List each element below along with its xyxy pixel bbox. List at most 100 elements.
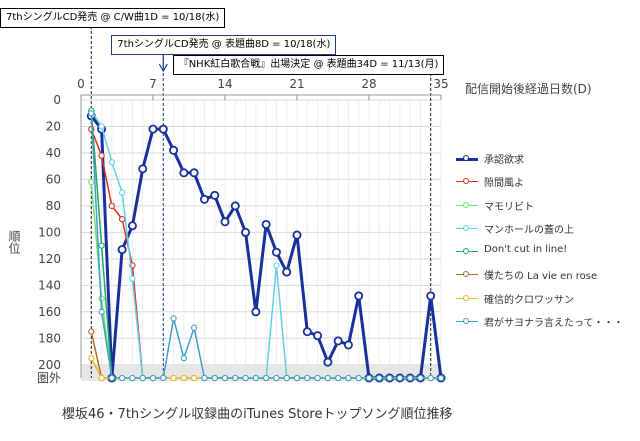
data-point <box>417 374 424 382</box>
data-point <box>314 374 321 382</box>
legend-item: 承認欲求 <box>456 150 636 173</box>
data-point <box>139 374 146 382</box>
data-point <box>232 374 239 382</box>
data-point <box>170 374 177 382</box>
data-point <box>149 374 157 382</box>
data-point <box>283 374 290 382</box>
data-point <box>118 215 126 223</box>
legend-label: 僕たちの La vie en rose <box>484 271 598 283</box>
legend-item: 君がサヨナラ言えたって・・・ <box>456 313 636 336</box>
x-tick-label: 21 <box>289 77 304 91</box>
data-point <box>343 340 353 350</box>
y-tick-label: 180 <box>38 331 61 345</box>
data-point <box>108 374 116 382</box>
data-point <box>273 374 280 382</box>
data-point <box>241 227 251 237</box>
data-point <box>210 190 220 200</box>
data-point <box>230 201 240 211</box>
annotation-box: 7thシングルCD発売 @ 表題曲8D = 10/18(水) <box>111 35 337 55</box>
data-point <box>170 315 177 322</box>
legend-swatch-marker <box>463 271 469 278</box>
data-point <box>427 374 434 382</box>
data-point <box>293 374 301 382</box>
annotation-arrow-head <box>158 63 168 73</box>
data-point <box>386 374 393 382</box>
legend-label: 確信的クロワッサン <box>484 294 574 306</box>
legend-swatch-marker <box>463 224 469 231</box>
legend-label: 隙間風よ <box>484 178 524 190</box>
data-point <box>118 189 126 196</box>
annotation-lines <box>90 26 432 378</box>
data-point <box>355 374 362 382</box>
data-point <box>98 123 105 130</box>
data-point <box>88 178 95 186</box>
annotation-box: 7thシングルCD発売 @ C/W曲1D = 10/18(水) <box>0 8 226 28</box>
data-point <box>98 308 105 315</box>
y-tick-label: 40 <box>46 146 61 160</box>
series-group <box>88 110 445 382</box>
data-point <box>345 374 352 382</box>
data-point <box>333 336 343 346</box>
y-tick-label: 80 <box>46 199 61 213</box>
data-point <box>169 145 179 155</box>
data-point <box>396 374 404 382</box>
legend-swatch-marker <box>463 318 469 325</box>
data-point <box>211 374 218 382</box>
y-axis-title: 順位 <box>7 230 21 254</box>
y-tick-label: 20 <box>46 119 61 133</box>
data-point <box>313 331 323 341</box>
data-point <box>129 275 136 282</box>
legend-swatch-marker <box>463 248 469 255</box>
legend-item: マモリビト <box>456 197 636 220</box>
data-point <box>354 291 364 301</box>
data-point <box>179 168 189 178</box>
data-point <box>138 164 148 174</box>
legend-swatch-marker <box>463 178 469 185</box>
data-point <box>242 374 249 382</box>
data-point <box>98 152 105 159</box>
y-tick-label: 120 <box>38 252 61 266</box>
y-tick-label: 140 <box>38 278 61 292</box>
legend-item: 僕たちの La vie en rose <box>456 266 636 289</box>
data-point <box>190 324 198 331</box>
data-point <box>127 221 137 231</box>
data-point <box>365 374 373 382</box>
data-point <box>376 374 383 382</box>
data-point <box>98 242 105 249</box>
data-point <box>98 374 105 382</box>
data-point <box>324 374 332 382</box>
legend-swatch-marker <box>463 155 469 161</box>
grid-lines <box>80 99 442 378</box>
legend-swatch-marker <box>463 294 469 301</box>
y-tick-label: 100 <box>38 225 61 239</box>
data-point <box>129 374 136 382</box>
data-point <box>426 291 436 301</box>
data-point <box>201 374 208 382</box>
legend-item: 確信的クロワッサン <box>456 290 636 313</box>
data-point <box>158 124 168 134</box>
data-point <box>273 262 280 269</box>
legend-item: Don't cut in line! <box>456 243 636 266</box>
data-point <box>160 374 167 382</box>
data-point <box>88 354 95 362</box>
legend: 承認欲求 隙間風よ マモリビト マンホールの蓋の上 Don't cut in line!… <box>456 150 636 336</box>
chart-title: 櫻坂46・7thシングル収録曲のiTunes Storeトップソング順位推移 <box>62 407 453 422</box>
y-tick-label: 0 <box>53 93 61 107</box>
data-point <box>271 247 281 257</box>
data-point <box>304 374 311 382</box>
x-tick-label: 35 <box>433 77 448 91</box>
data-point <box>180 354 188 362</box>
y-tick-label: 60 <box>46 172 61 186</box>
data-point <box>251 307 261 317</box>
data-point <box>117 245 127 255</box>
x-axis-title: 配信開始後経過日数(D) <box>465 82 592 96</box>
y-tick-label: 200 <box>38 358 61 372</box>
data-point <box>406 374 414 382</box>
data-point <box>199 194 209 204</box>
data-point <box>292 230 302 240</box>
data-point <box>282 267 292 277</box>
data-point <box>88 110 95 117</box>
data-point <box>262 374 270 382</box>
